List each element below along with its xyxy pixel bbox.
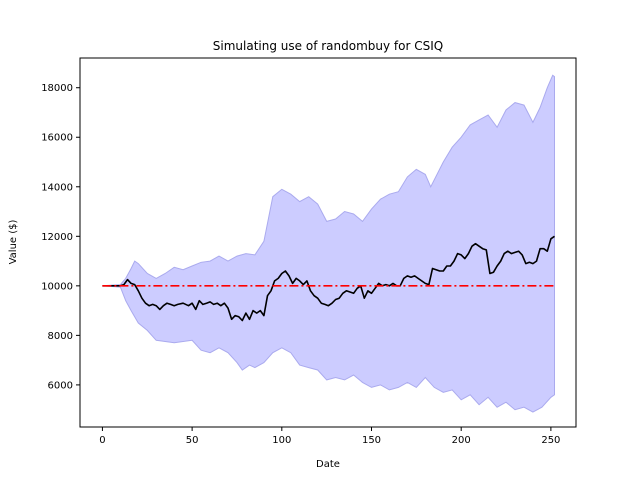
x-tick-label: 250 — [541, 435, 560, 446]
y-tick-label: 16000 — [41, 133, 73, 144]
y-tick-label: 12000 — [41, 232, 73, 243]
y-tick-label: 10000 — [41, 281, 73, 292]
x-tick-label: 50 — [186, 435, 199, 446]
chart-title: Simulating use of randombuy for CSIQ — [213, 39, 443, 53]
plot-area — [102, 74, 555, 413]
y-axis-label: Value ($) — [8, 220, 19, 265]
x-tick-label: 0 — [99, 435, 105, 446]
x-tick-label: 200 — [452, 435, 471, 446]
x-axis-label: Date — [316, 459, 340, 470]
x-tick-label: 100 — [272, 435, 291, 446]
y-tick-label: 8000 — [48, 331, 73, 342]
x-axis: 0 50 100 150 200 250 — [99, 427, 560, 446]
y-tick-label: 18000 — [41, 83, 73, 94]
confidence-band — [102, 74, 555, 413]
y-axis: 6000 8000 10000 12000 14000 16000 18000 — [41, 83, 80, 391]
y-tick-label: 6000 — [48, 380, 73, 391]
x-tick-label: 150 — [362, 435, 381, 446]
series-line-value — [102, 235, 555, 322]
axes-frame — [79, 57, 577, 428]
y-tick-label: 14000 — [41, 182, 73, 193]
